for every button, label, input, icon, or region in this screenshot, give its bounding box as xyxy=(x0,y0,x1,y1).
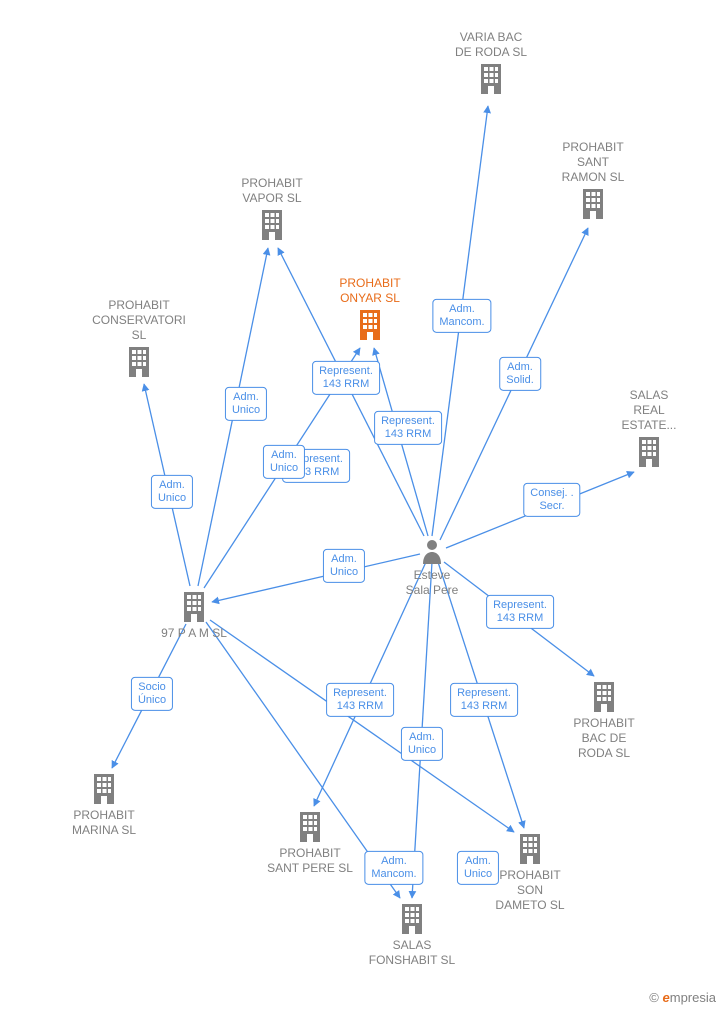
building-icon xyxy=(589,433,709,471)
edge-label: Adm. Unico xyxy=(323,549,365,583)
person-label: Esteve Sala Pere xyxy=(372,568,492,598)
company-node[interactable]: SALAS REAL ESTATE... xyxy=(589,388,709,471)
company-node[interactable]: PROHABIT ONYAR SL xyxy=(310,276,430,344)
company-label: SALAS FONSHABIT SL xyxy=(352,938,472,968)
brand-e: e xyxy=(663,990,670,1005)
company-node[interactable]: PROHABIT BAC DE RODA SL xyxy=(544,678,664,761)
company-node[interactable]: VARIA BAC DE RODA SL xyxy=(431,30,551,98)
building-icon xyxy=(352,900,472,938)
company-label: PROHABIT MARINA SL xyxy=(44,808,164,838)
building-icon xyxy=(44,770,164,808)
copyright-symbol: © xyxy=(649,990,659,1005)
edge-label: Socio Único xyxy=(131,677,173,711)
edge-label: Adm. Mancom. xyxy=(432,299,491,333)
building-icon xyxy=(310,306,430,344)
company-label: VARIA BAC DE RODA SL xyxy=(431,30,551,60)
company-label: PROHABIT SANT PERE SL xyxy=(250,846,370,876)
building-icon xyxy=(134,588,254,626)
company-node[interactable]: SALAS FONSHABIT SL xyxy=(352,900,472,968)
building-icon xyxy=(250,808,370,846)
company-node[interactable]: 97 P A M SL xyxy=(134,588,254,641)
edge-label: Adm. Unico xyxy=(263,445,305,479)
company-node[interactable]: PROHABIT MARINA SL xyxy=(44,770,164,838)
company-node[interactable]: PROHABIT CONSERVATORI SL xyxy=(79,298,199,381)
person-icon xyxy=(372,538,492,568)
edge-label: Adm. Unico xyxy=(225,387,267,421)
company-label: PROHABIT BAC DE RODA SL xyxy=(544,716,664,761)
building-icon xyxy=(544,678,664,716)
edge-label: Represent. 143 RRM xyxy=(374,411,442,445)
company-label: SALAS REAL ESTATE... xyxy=(589,388,709,433)
edge-label: Consej. . Secr. xyxy=(523,483,580,517)
building-icon xyxy=(533,185,653,223)
person-node[interactable]: Esteve Sala Pere xyxy=(372,538,492,598)
edge-label: Adm. Unico xyxy=(151,475,193,509)
edge-label: Represent. 143 RRM xyxy=(326,683,394,717)
edge-label: Adm. Solid. xyxy=(499,357,541,391)
edge-label: Adm. Unico xyxy=(401,727,443,761)
company-node[interactable]: PROHABIT SANT RAMON SL xyxy=(533,140,653,223)
building-icon xyxy=(431,60,551,98)
company-node[interactable]: PROHABIT VAPOR SL xyxy=(212,176,332,244)
company-label: PROHABIT VAPOR SL xyxy=(212,176,332,206)
edge-label: Represent. 143 RRM xyxy=(312,361,380,395)
edge-label: Adm. Mancom. xyxy=(364,851,423,885)
edge-label: Represent. 143 RRM xyxy=(450,683,518,717)
edge-label: Adm. Unico xyxy=(457,851,499,885)
company-label: 97 P A M SL xyxy=(134,626,254,641)
edge-line xyxy=(210,620,514,832)
brand-rest: mpresia xyxy=(670,990,716,1005)
footer-copyright: © empresia xyxy=(649,990,716,1005)
edge-label: Represent. 143 RRM xyxy=(486,595,554,629)
company-label: PROHABIT CONSERVATORI SL xyxy=(79,298,199,343)
company-label: PROHABIT SANT RAMON SL xyxy=(533,140,653,185)
building-icon xyxy=(79,343,199,381)
company-node[interactable]: PROHABIT SANT PERE SL xyxy=(250,808,370,876)
building-icon xyxy=(212,206,332,244)
company-label: PROHABIT ONYAR SL xyxy=(310,276,430,306)
